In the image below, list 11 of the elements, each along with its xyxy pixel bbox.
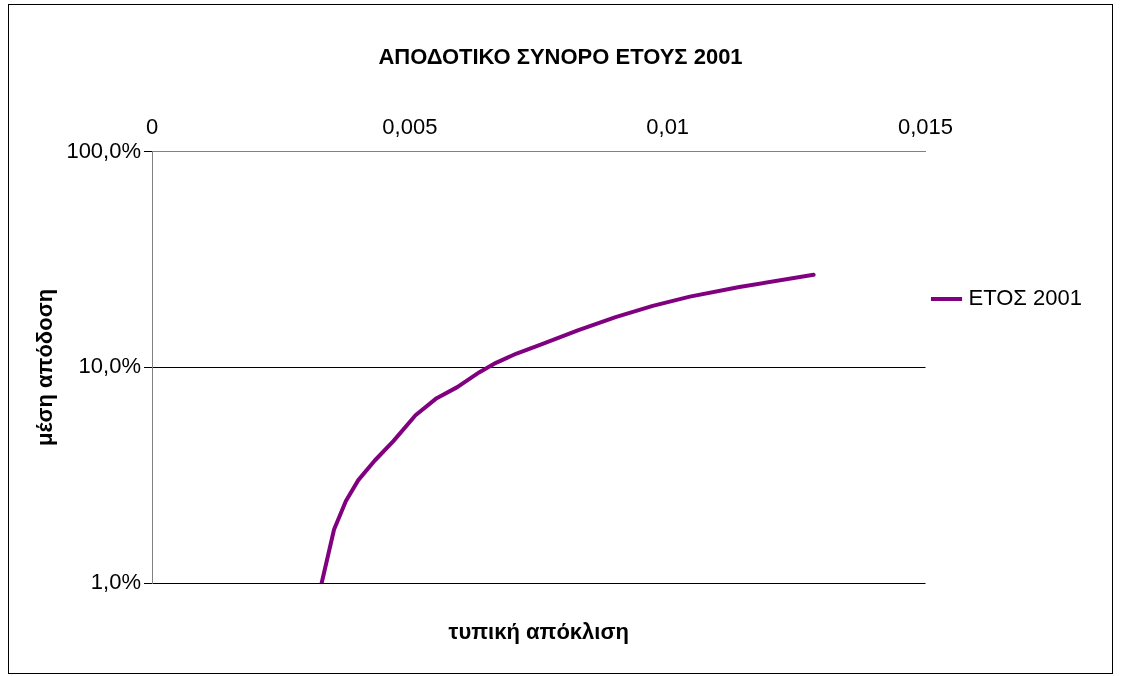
x-tick-label: 0,015	[897, 113, 954, 139]
x-tick-label: 0,01	[646, 113, 690, 139]
x-axis-title: τυπική απόκλιση	[448, 619, 629, 645]
x-tick-label: 0,005	[382, 113, 438, 139]
y-tick-label: 100,0%	[66, 137, 142, 163]
legend-label: ΕΤΟΣ 2001	[968, 285, 1082, 311]
chart-title: ΑΠΟΔΟΤΙΚΟ ΣΥΝΟΡΟ ΕΤΟΥΣ 2001	[378, 44, 743, 70]
y-tick-label: 1,0%	[90, 569, 142, 595]
x-tick-label: 0	[145, 113, 159, 139]
y-tick-label: 10,0%	[78, 353, 142, 379]
y-axis-title: μέση απόδοση	[32, 288, 58, 446]
